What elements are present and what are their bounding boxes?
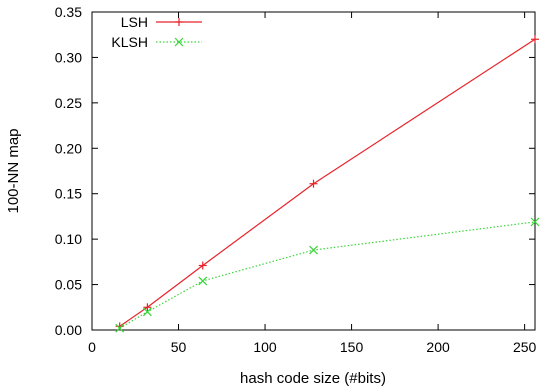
- legend: LSH KLSH: [111, 14, 202, 50]
- data-point-lsh: [531, 35, 539, 44]
- y-tick-label: 0.05: [55, 277, 82, 293]
- x-axis-ticks: 0 50 100 150 200 250: [88, 12, 537, 355]
- data-point-lsh: [143, 303, 152, 312]
- data-point-lsh: [198, 261, 207, 270]
- legend-marker-klsh: [174, 37, 184, 47]
- x-tick-label: 0: [88, 339, 96, 355]
- data-point-lsh: [115, 322, 124, 331]
- x-tick-label: 200: [426, 339, 450, 355]
- x-axis-label: hash code size (#bits): [240, 370, 386, 387]
- data-point-klsh: [142, 307, 152, 317]
- data-point-klsh: [115, 323, 125, 333]
- y-axis-label: 100-NN map: [5, 128, 22, 213]
- data-point-klsh: [530, 217, 540, 227]
- series-line-klsh: [119, 221, 536, 329]
- plot-frame: [91, 11, 536, 331]
- x-tick-label: 50: [171, 339, 187, 355]
- series-lines: [115, 35, 540, 333]
- y-tick-label: 0.20: [55, 140, 82, 156]
- x-tick-label: 100: [253, 339, 277, 355]
- data-point-lsh: [309, 179, 318, 188]
- legend-label-klsh: KLSH: [111, 34, 148, 50]
- data-point-klsh: [309, 245, 318, 255]
- legend-label-lsh: LSH: [121, 14, 148, 30]
- y-tick-label: 0.15: [55, 186, 82, 202]
- series-line-lsh: [119, 38, 536, 327]
- y-tick-label: 0.00: [55, 322, 82, 338]
- y-tick-label: 0.10: [55, 231, 82, 247]
- legend-marker-lsh: [175, 18, 183, 26]
- y-tick-label: 0.30: [55, 49, 82, 65]
- x-tick-label: 250: [513, 339, 537, 355]
- data-point-klsh: [198, 276, 208, 286]
- y-tick-label: 0.25: [55, 95, 82, 111]
- y-axis-ticks: 0.00 0.05 0.10 0.15 0.20 0.25 0.30 0.35: [55, 4, 535, 338]
- y-tick-label: 0.35: [55, 4, 82, 20]
- x-tick-label: 150: [340, 339, 364, 355]
